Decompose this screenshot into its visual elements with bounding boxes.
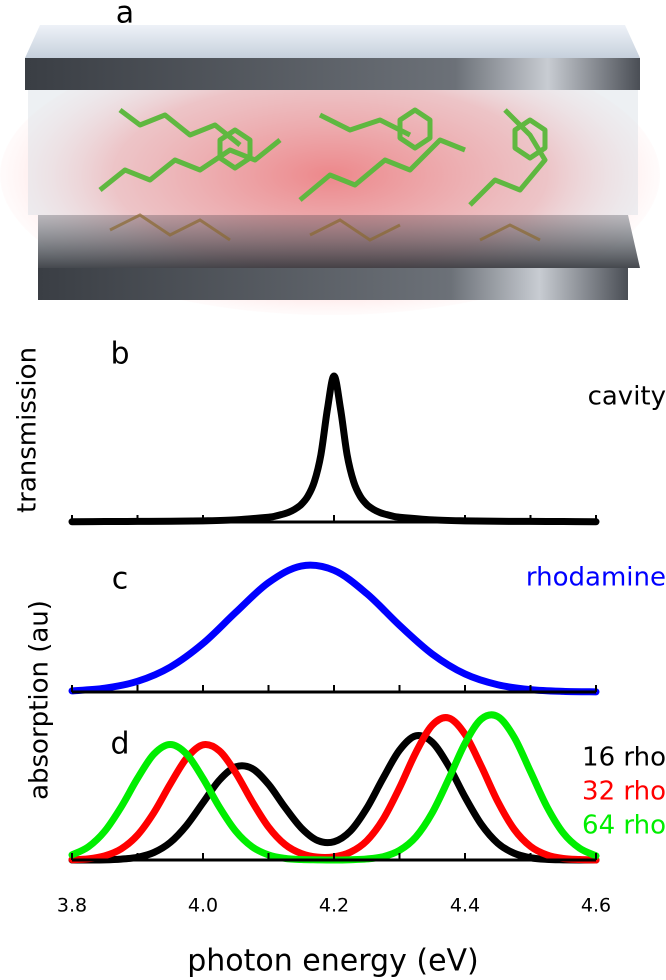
legend-label: 32 rho xyxy=(582,777,666,807)
molecules xyxy=(98,107,548,207)
top-mirror-face xyxy=(25,25,640,58)
y-axis-label: transmission xyxy=(13,347,43,513)
cavity-illustration xyxy=(0,25,660,315)
legend-label: 64 rho xyxy=(582,811,666,841)
data-line xyxy=(68,561,600,696)
legend-label: cavity xyxy=(588,382,666,412)
x-axis-label: photon energy (eV) xyxy=(187,944,479,979)
y-axis-label: absorption (au) xyxy=(25,600,55,800)
legend-label: 16 rho xyxy=(582,743,666,773)
x-tick-label: 3.8 xyxy=(57,895,87,917)
cavity-volume xyxy=(28,90,638,215)
data-line xyxy=(68,731,600,864)
panel-label: c xyxy=(112,562,129,597)
data-line xyxy=(68,372,600,526)
panel-label: d xyxy=(110,727,129,762)
x-tick-label: 4.6 xyxy=(581,895,611,917)
bottom-mirror-face xyxy=(38,215,640,268)
x-tick-label: 4.0 xyxy=(188,895,218,917)
panel-label: a xyxy=(116,0,134,31)
legend-label: rhodamine xyxy=(526,563,666,593)
top-mirror xyxy=(25,58,640,90)
x-tick-label: 4.4 xyxy=(450,895,480,917)
x-tick-label: 4.2 xyxy=(319,895,349,917)
panel-label: b xyxy=(110,337,129,372)
molecule-shadows xyxy=(109,213,541,242)
bottom-mirror xyxy=(38,268,628,300)
